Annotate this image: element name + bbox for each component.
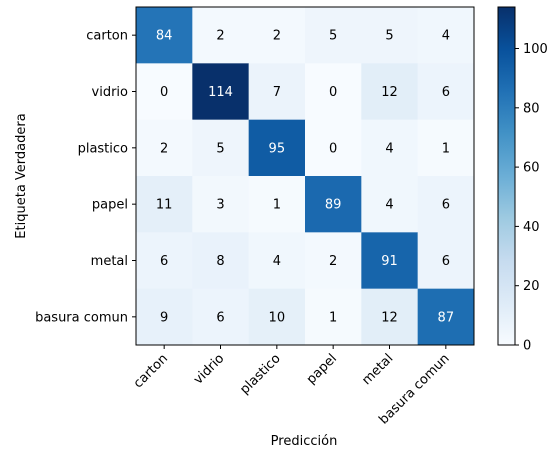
cell-value-label: 6 <box>442 85 450 100</box>
heatmap-cell <box>305 119 362 177</box>
colorbar: 0 20 40 60 80 100 <box>497 6 548 354</box>
x-tick-label: metal <box>359 351 396 388</box>
heatmap-cell <box>136 288 193 346</box>
cell-value-label: 6 <box>442 254 450 269</box>
heatmap-cell <box>361 119 418 177</box>
heatmap-cell <box>361 176 418 233</box>
heatmap-cell <box>305 232 362 289</box>
colorbar-tick-label: 80 <box>523 101 540 116</box>
heatmap-cell <box>361 63 418 120</box>
y-tick-label: plastico <box>78 141 128 156</box>
heatmap-cell <box>192 119 249 177</box>
cell-value-label: 1 <box>273 198 281 213</box>
heatmap-cell <box>417 119 475 177</box>
cell-value-label: 7 <box>273 85 281 100</box>
heatmap-cell <box>192 232 249 289</box>
cell-value-label: 1 <box>442 141 450 156</box>
cell-value-label: 5 <box>385 29 393 44</box>
cell-value-label: 84 <box>156 29 173 44</box>
cell-value-label: 0 <box>160 85 168 100</box>
colorbar-tick-label: 40 <box>523 220 540 235</box>
cell-value-label: 2 <box>329 254 337 269</box>
heatmap-cell <box>248 63 306 120</box>
y-tick-label: metal <box>91 254 128 269</box>
heatmap-cell <box>305 63 362 120</box>
colorbar-tick-label: 60 <box>523 161 540 176</box>
y-tick-label: papel <box>92 198 128 213</box>
cell-value-label: 8 <box>216 254 224 269</box>
heatmap-cell <box>136 119 193 177</box>
cell-value-label: 4 <box>385 141 393 156</box>
y-axis-label: Etiqueta Verdadera <box>14 113 29 238</box>
cell-value-label: 5 <box>216 141 224 156</box>
colorbar-tick-label: 20 <box>523 279 540 294</box>
cell-value-label: 5 <box>329 29 337 44</box>
cell-value-label: 2 <box>273 29 281 44</box>
x-tick-label: plastico <box>237 351 283 397</box>
cell-value-label: 95 <box>269 141 286 156</box>
cell-value-label: 4 <box>385 198 393 213</box>
cell-value-label: 87 <box>438 310 455 325</box>
x-tick-label: vidrio <box>191 351 227 387</box>
cell-value-label: 6 <box>216 310 224 325</box>
y-tick-label: vidrio <box>92 85 129 100</box>
heatmap-cell <box>417 7 475 64</box>
cell-value-label: 4 <box>442 29 450 44</box>
heatmap-cell <box>305 288 362 346</box>
cell-value-label: 0 <box>329 85 337 100</box>
x-axis-label: Predicción <box>271 434 338 449</box>
cell-value-label: 1 <box>329 310 337 325</box>
plot-frame <box>135 6 475 346</box>
heatmap-cell <box>417 232 475 289</box>
y-tick-label: carton <box>86 29 128 44</box>
cell-value-label: 11 <box>156 198 173 213</box>
heatmap-cell <box>305 7 362 64</box>
heatmap-cell <box>305 176 362 233</box>
cell-value-label: 91 <box>381 254 398 269</box>
x-tick-label: papel <box>304 351 340 387</box>
heatmap-cell <box>136 63 193 120</box>
heatmap-cell <box>192 7 249 64</box>
cell-value-label: 6 <box>442 198 450 213</box>
heatmap-grid: 84 2 2 5 5 40 114 7 0 12 62 5 95 0 4 111 3 1 89 4 66 8 4 2 91 69 6… <box>135 6 475 346</box>
cell-value-label: 114 <box>208 85 233 100</box>
cell-value-label: 12 <box>381 310 398 325</box>
heatmap-cell <box>417 176 475 233</box>
heatmap-cell <box>136 176 193 233</box>
heatmap-cell <box>417 63 475 120</box>
heatmap-cell <box>248 288 306 346</box>
colorbar-tick-label: 0 <box>523 339 531 354</box>
colorbar-tick-label: 100 <box>523 42 548 57</box>
colorbar-ticks: 0 20 40 60 80 100 <box>515 42 548 354</box>
cell-value-label: 3 <box>216 198 224 213</box>
heatmap-cell <box>361 288 418 346</box>
y-tick-label: basura comun <box>35 310 128 325</box>
heatmap-cell <box>417 288 475 346</box>
x-tick-label: carton <box>131 351 171 391</box>
heatmap-cell <box>192 288 249 346</box>
cell-value-label: 89 <box>325 198 342 213</box>
heatmap-cell <box>136 232 193 289</box>
cell-value-label: 0 <box>329 141 337 156</box>
heatmap-cell <box>192 63 249 120</box>
heatmap-cell <box>248 7 306 64</box>
y-axis-ticks: carton vidrio plastico papel metal basura com… <box>35 29 136 325</box>
cell-value-label: 9 <box>160 310 168 325</box>
cell-value-label: 6 <box>160 254 168 269</box>
cell-value-label: 12 <box>381 85 398 100</box>
cell-value-label: 2 <box>160 141 168 156</box>
heatmap-cell <box>248 176 306 233</box>
heatmap-cell <box>361 7 418 64</box>
heatmap-cell <box>248 232 306 289</box>
heatmap-cell <box>192 176 249 233</box>
cell-value-label: 2 <box>216 29 224 44</box>
heatmap-cell <box>136 7 193 64</box>
heatmap-cell <box>361 232 418 289</box>
colorbar-gradient <box>497 6 516 346</box>
cell-value-label: 4 <box>273 254 281 269</box>
cell-value-label: 10 <box>269 310 286 325</box>
heatmap-cell <box>248 119 306 177</box>
